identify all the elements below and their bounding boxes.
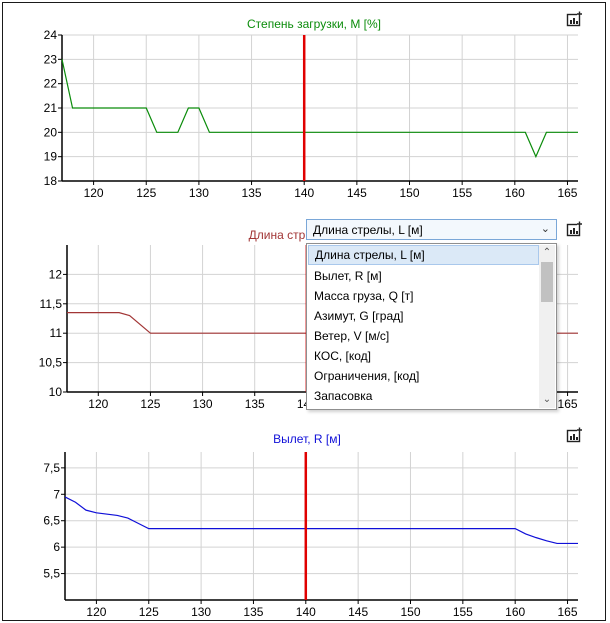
y-tick-label: 20: [44, 125, 58, 139]
x-tick-label: 160: [505, 186, 525, 200]
x-tick-label: 140: [296, 605, 316, 619]
x-tick-label: 125: [140, 397, 160, 411]
dropdown-option[interactable]: КОС, [код]: [314, 349, 371, 363]
x-tick-label: 145: [348, 605, 368, 619]
y-tick-label: 7: [53, 487, 60, 501]
chart-panel-load: Степень загрузки, М [%] 120 125 130 135 140 1…: [0, 0, 610, 205]
x-tick-label: 130: [193, 397, 213, 411]
dropdown-option[interactable]: Запасовка: [314, 389, 373, 403]
chevron-up-icon[interactable]: ⌃: [542, 247, 552, 258]
y-tick-label: 21: [44, 101, 58, 115]
y-tick-label: 23: [44, 52, 58, 66]
series-line: [67, 312, 578, 334]
x-tick-label: 125: [136, 186, 156, 200]
x-tick-label: 165: [557, 186, 577, 200]
add-chart-icon[interactable]: [566, 427, 582, 443]
y-tick-label: 22: [44, 77, 58, 91]
x-tick-label: 125: [139, 605, 159, 619]
dropdown-option[interactable]: Вылет, R [м]: [314, 269, 382, 283]
x-tick-label: 150: [400, 605, 420, 619]
series-select[interactable]: Длина стрелы, L [м] ⌄: [306, 219, 557, 240]
x-tick-label: 130: [191, 605, 211, 619]
series-line: [64, 496, 578, 545]
dropdown-option[interactable]: Азимут, G [град]: [314, 309, 404, 323]
x-tick-label: 165: [558, 605, 578, 619]
x-tick-label: 150: [399, 186, 419, 200]
chevron-down-icon[interactable]: ⌄: [542, 394, 552, 405]
x-tick-label: 165: [558, 397, 578, 411]
add-chart-icon[interactable]: [566, 11, 582, 27]
y-tick-label: 11,5: [40, 297, 63, 311]
x-tick-label: 120: [86, 605, 106, 619]
chevron-down-icon[interactable]: ⌄: [540, 223, 550, 235]
x-tick-label: 135: [245, 397, 265, 411]
x-tick-label: 155: [453, 605, 473, 619]
add-chart-icon[interactable]: [566, 221, 582, 237]
x-tick-label: 135: [242, 186, 262, 200]
dropdown-option[interactable]: Ветер, V [м/с]: [314, 329, 390, 343]
y-tick-label: 24: [44, 28, 58, 42]
x-tick-label: 135: [243, 605, 263, 619]
y-tick-label: 5,5: [43, 567, 60, 581]
x-tick-label: 160: [505, 605, 525, 619]
dropdown-option[interactable]: Длина стрелы, L [м]: [308, 245, 539, 265]
x-tick-label: 145: [347, 186, 367, 200]
dropdown-option[interactable]: Ограничения, [код]: [314, 369, 420, 383]
y-tick-label: 19: [44, 150, 58, 164]
y-tick-label: 10: [49, 385, 63, 399]
series-select-value: Длина стрелы, L [м]: [313, 223, 423, 237]
y-tick-label: 12: [49, 267, 63, 281]
scrollbar-thumb[interactable]: [541, 262, 553, 302]
x-tick-label: 155: [452, 186, 472, 200]
y-tick-label: 10,5: [39, 356, 63, 370]
chart-title: Вылет, R [м]: [273, 432, 341, 446]
x-tick-label: 120: [84, 186, 104, 200]
chart-title: Степень загрузки, М [%]: [247, 17, 381, 31]
y-tick-label: 6: [53, 540, 60, 554]
dropdown-scrollbar[interactable]: ⌃ ⌄: [539, 245, 555, 408]
y-tick-label: 6,5: [43, 514, 60, 528]
y-tick-label: 11: [50, 326, 63, 340]
y-tick-label: 7,5: [43, 461, 60, 475]
chart-title: Длина стр: [248, 228, 306, 242]
plot-area: 120 125 130 135 140 145 150 155 160 165 18 19 20 21 22…: [44, 28, 578, 200]
y-tick-label: 18: [44, 174, 58, 188]
x-tick-label: 130: [189, 186, 209, 200]
series-dropdown-list[interactable]: Длина стрелы, L [м] Вылет, R [м] Масса г…: [306, 243, 557, 410]
dropdown-option[interactable]: Масса груза, Q [т]: [314, 289, 414, 303]
x-tick-label: 140: [294, 186, 314, 200]
series-line: [61, 59, 578, 159]
x-tick-label: 120: [88, 397, 108, 411]
